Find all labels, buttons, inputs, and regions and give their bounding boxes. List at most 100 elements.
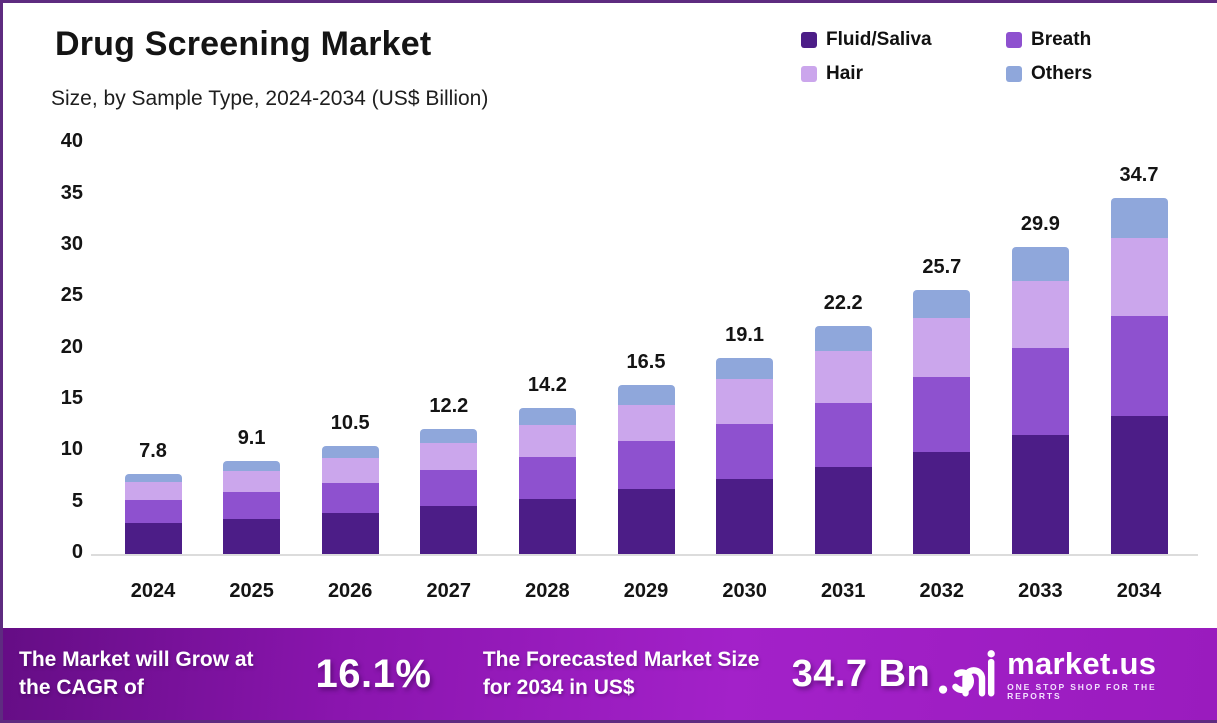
bar-segment-fluid-saliva-2033 xyxy=(1011,434,1069,554)
bar-segment-hair-2031 xyxy=(814,350,872,404)
bar-segment-others-2027 xyxy=(420,428,478,444)
bar-segment-others-2025 xyxy=(223,460,281,471)
bar-segment-fluid-saliva-2024 xyxy=(124,523,182,554)
bar-segment-hair-2029 xyxy=(617,405,675,442)
x-axis-label-2030: 2030 xyxy=(722,580,767,602)
bar-segment-fluid-saliva-2025 xyxy=(223,519,281,554)
bar-segment-fluid-saliva-2027 xyxy=(420,505,478,554)
bottom-banner: The Market will Grow at the CAGR of 16.1… xyxy=(3,628,1217,720)
bar-segment-hair-2027 xyxy=(420,443,478,470)
y-axis-tick-label: 15 xyxy=(60,386,83,409)
bar-segment-others-2028 xyxy=(518,408,576,425)
bar-segment-hair-2025 xyxy=(223,470,281,493)
x-axis-label-2034: 2034 xyxy=(1116,580,1162,602)
bar-total-label-2027: 12.2 xyxy=(429,394,469,417)
bar-segment-breath-2031 xyxy=(814,403,872,467)
bar-total-label-2025: 9.1 xyxy=(237,426,266,449)
legend-label: Others xyxy=(1031,63,1093,84)
y-axis-tick-label: 10 xyxy=(60,438,83,461)
banner-forecast-text: The Forecasted Market Size for 2034 in U… xyxy=(482,648,760,699)
legend-item-hair: Hair xyxy=(801,63,1006,85)
x-axis-label-2024: 2024 xyxy=(130,580,176,602)
chart-legend: Fluid/Saliva Breath Hair Others xyxy=(801,29,1201,85)
bar-segment-others-2024 xyxy=(124,473,182,483)
x-axis-label-2033: 2033 xyxy=(1018,580,1063,602)
brand-text: market.us ONE STOP SHOP FOR THE REPORTS xyxy=(1007,648,1198,700)
bar-segment-hair-2026 xyxy=(321,458,379,484)
x-axis-label-2027: 2027 xyxy=(426,580,472,602)
bar-total-label-2034: 34.7 xyxy=(1119,163,1159,186)
y-axis-tick-label: 5 xyxy=(71,489,83,512)
banner-forecast-value: 34.7 Bn xyxy=(791,652,931,695)
legend-label: Breath xyxy=(1031,29,1092,50)
bar-total-label-2029: 16.5 xyxy=(626,350,666,373)
bar-segment-fluid-saliva-2030 xyxy=(716,479,774,554)
x-axis-label-2026: 2026 xyxy=(327,580,373,602)
bar-segment-hair-2034 xyxy=(1110,237,1168,316)
bar-segment-others-2030 xyxy=(716,357,774,380)
bar-segment-others-2032 xyxy=(913,290,971,318)
legend-item-fluid-saliva: Fluid/Saliva xyxy=(801,29,1006,51)
bar-segment-hair-2033 xyxy=(1011,280,1069,348)
page-subtitle: Size, by Sample Type, 2024-2034 (US$ Bil… xyxy=(51,87,489,110)
x-axis-label-2031: 2031 xyxy=(820,580,866,602)
brand-name: market.us xyxy=(1007,646,1157,681)
legend-swatch-icon xyxy=(1006,66,1022,82)
y-axis-tick-label: 25 xyxy=(60,284,83,307)
brand-logo: market.us ONE STOP SHOP FOR THE REPORTS xyxy=(938,647,1198,701)
bar-segment-breath-2030 xyxy=(716,423,774,480)
bar-total-label-2031: 22.2 xyxy=(823,292,863,314)
x-axis-label-2032: 2032 xyxy=(919,580,965,602)
legend-swatch-icon xyxy=(1006,32,1022,48)
banner-cagr-value: 16.1% xyxy=(315,651,432,696)
bar-segment-others-2034 xyxy=(1110,197,1168,238)
bar-segment-breath-2028 xyxy=(518,457,576,499)
legend-item-others: Others xyxy=(1006,63,1201,85)
bar-segment-fluid-saliva-2029 xyxy=(617,489,675,554)
bar-segment-hair-2024 xyxy=(124,482,182,500)
y-axis-tick-label: 20 xyxy=(60,335,83,358)
bar-segment-hair-2032 xyxy=(913,317,971,378)
bar-segment-others-2026 xyxy=(321,446,379,459)
bar-total-label-2024: 7.8 xyxy=(139,439,167,462)
brand-tagline: ONE STOP SHOP FOR THE REPORTS xyxy=(1007,682,1157,701)
chart-area: Drug Screening Market Size, by Sample Ty… xyxy=(3,3,1217,634)
x-axis-label-2025: 2025 xyxy=(229,580,274,602)
bar-segment-breath-2025 xyxy=(223,492,281,520)
legend-item-breath: Breath xyxy=(1006,29,1201,51)
legend-swatch-icon xyxy=(801,32,817,48)
y-axis-tick-label: 30 xyxy=(60,232,83,255)
bar-segment-fluid-saliva-2026 xyxy=(321,512,379,554)
bar-total-label-2026: 10.5 xyxy=(330,412,370,435)
legend-label: Fluid/Saliva xyxy=(826,29,932,50)
banner-cagr-text: The Market will Grow at the CAGR of xyxy=(19,648,254,699)
bar-segment-fluid-saliva-2032 xyxy=(913,452,971,554)
page-title: Drug Screening Market xyxy=(55,25,432,63)
bar-segment-fluid-saliva-2031 xyxy=(814,466,872,554)
legend-swatch-icon xyxy=(801,66,817,82)
bar-segment-breath-2033 xyxy=(1011,347,1069,435)
bar-segment-fluid-saliva-2034 xyxy=(1110,416,1168,554)
bar-segment-others-2031 xyxy=(814,326,872,351)
y-axis-tick-label: 40 xyxy=(60,130,83,153)
x-axis-line xyxy=(91,554,1198,556)
y-axis-tick-label: 35 xyxy=(60,181,83,204)
y-axis-tick-label: 0 xyxy=(71,541,83,563)
bar-segment-fluid-saliva-2028 xyxy=(518,498,576,554)
bar-segment-breath-2026 xyxy=(321,483,379,513)
legend-label: Hair xyxy=(826,63,863,84)
bar-segment-hair-2030 xyxy=(716,379,774,424)
bar-total-label-2030: 19.1 xyxy=(725,323,765,346)
bar-segment-others-2033 xyxy=(1011,246,1069,281)
x-axis-label-2029: 2029 xyxy=(623,580,669,602)
bar-segment-breath-2027 xyxy=(420,469,478,506)
bar-segment-others-2029 xyxy=(617,384,675,406)
bar-segment-breath-2032 xyxy=(913,377,971,453)
market-us-logo-icon xyxy=(939,650,996,697)
bar-total-label-2033: 29.9 xyxy=(1020,212,1060,235)
bar-total-label-2032: 25.7 xyxy=(922,256,962,279)
bar-segment-hair-2028 xyxy=(518,424,576,458)
bar-segment-breath-2029 xyxy=(617,441,675,490)
x-axis-label-2028: 2028 xyxy=(525,580,570,602)
